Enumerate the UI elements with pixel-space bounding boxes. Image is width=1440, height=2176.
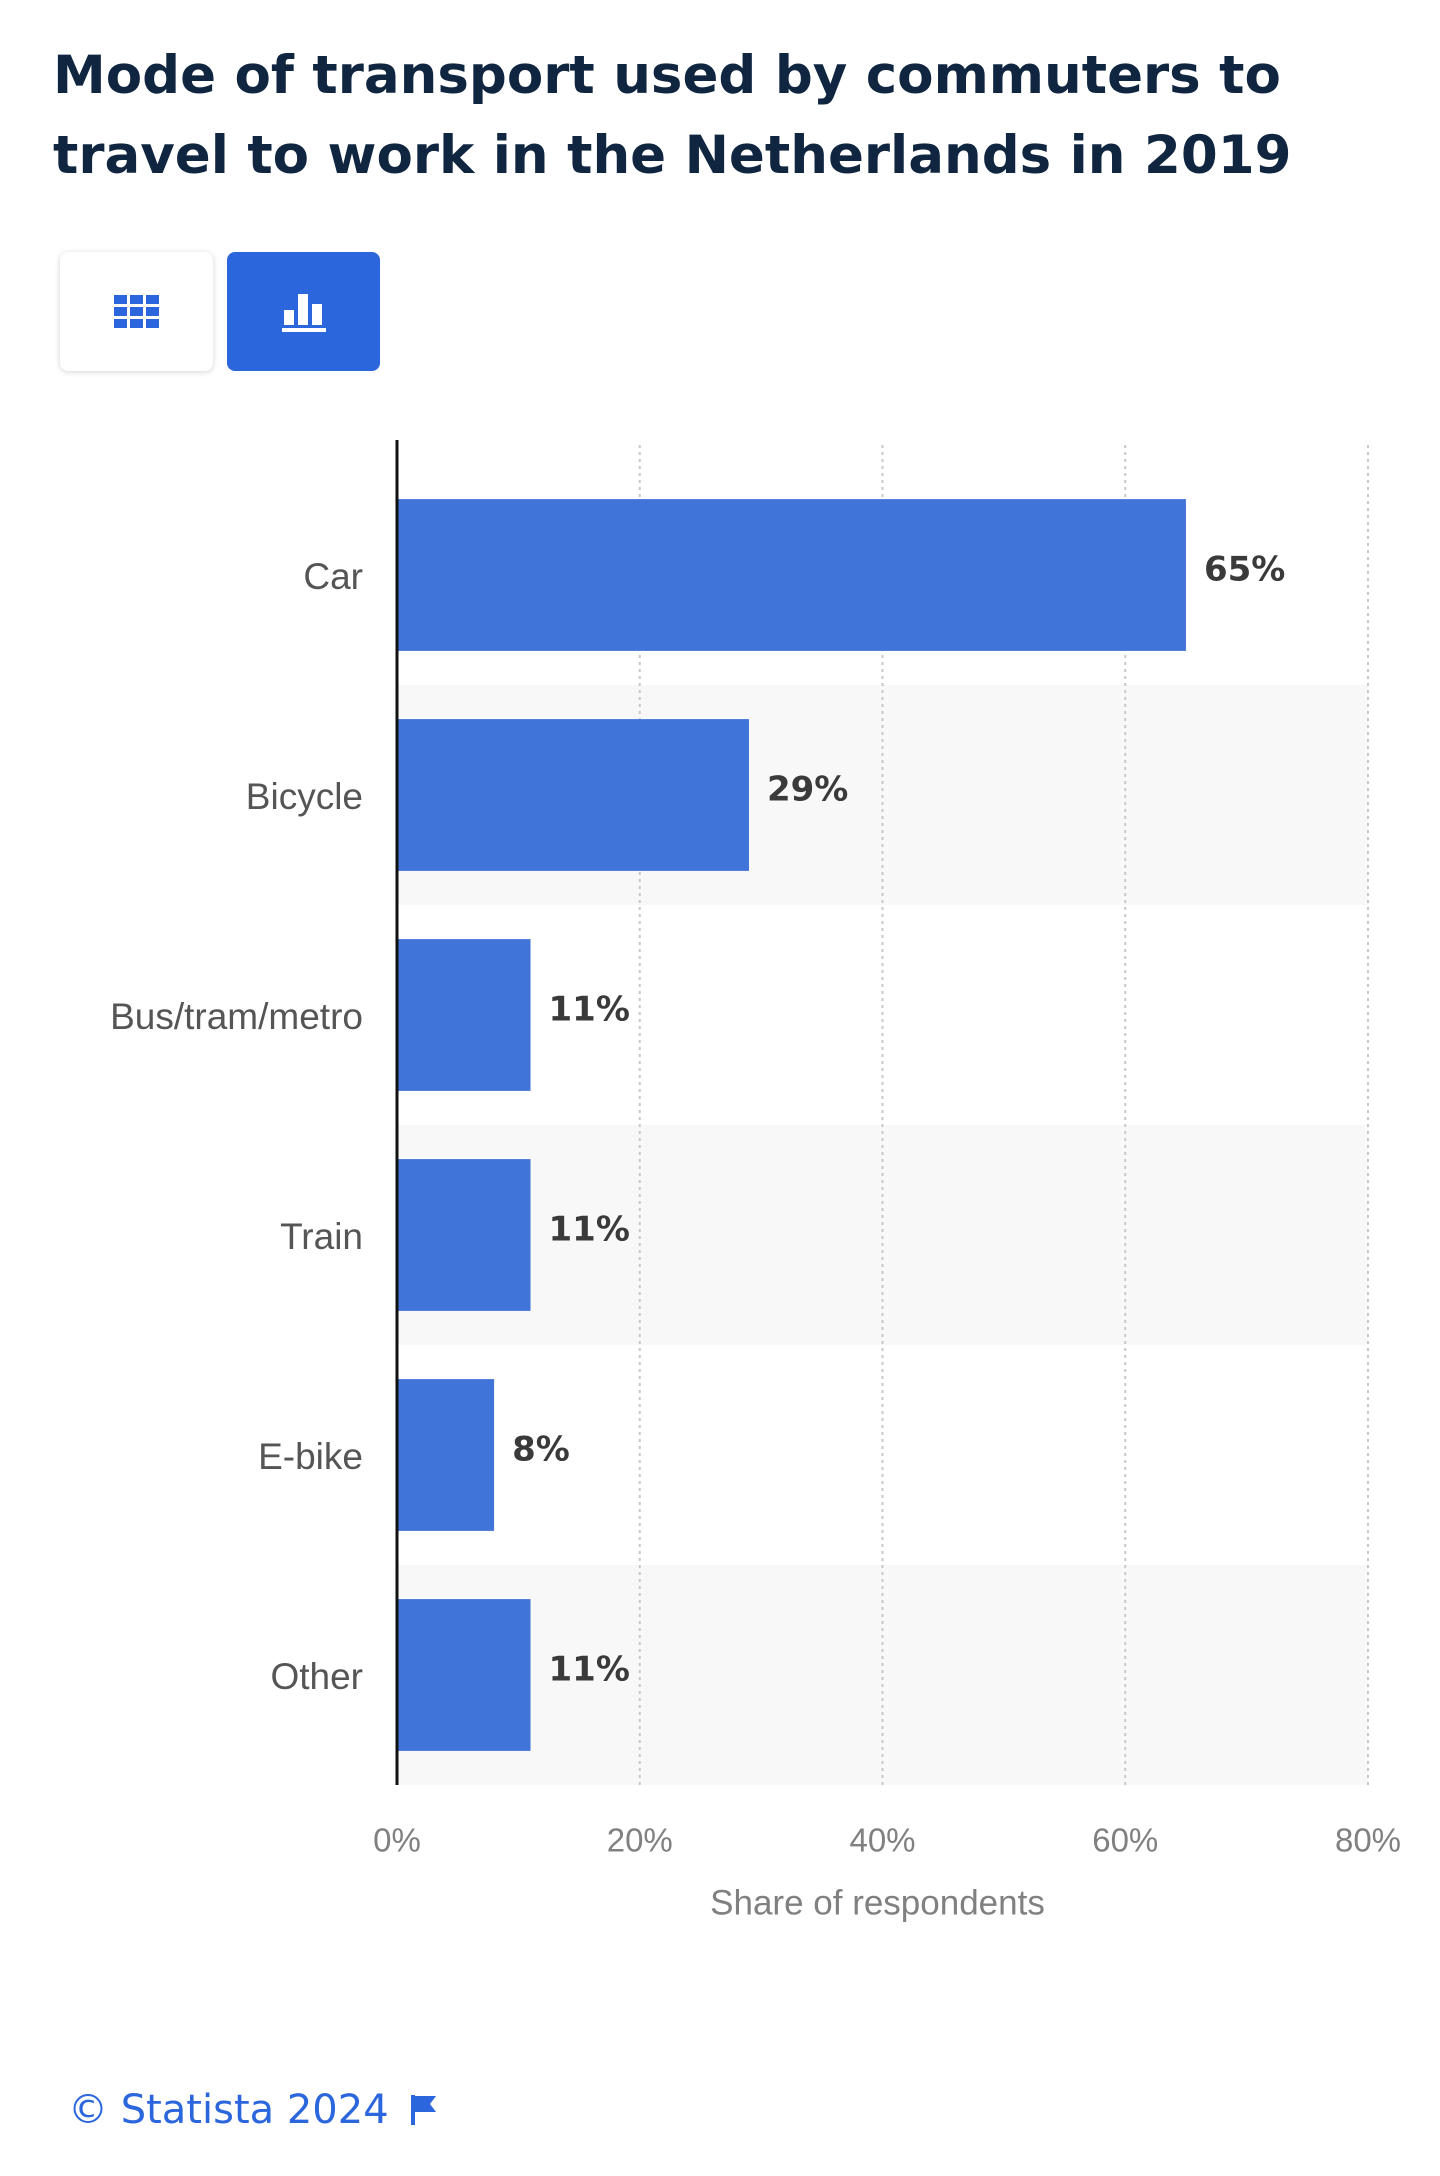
category-label: Bus/tram/metro	[110, 996, 363, 1037]
category-label: E-bike	[258, 1436, 363, 1477]
bar-other	[397, 1599, 531, 1751]
footer[interactable]: © Statista 2024	[68, 2080, 437, 2140]
category-label: Car	[303, 556, 363, 597]
x-axis-title: Share of respondents	[710, 1883, 1045, 1922]
value-label: 11%	[549, 990, 630, 1030]
value-label: 65%	[1204, 550, 1285, 590]
value-label: 8%	[512, 1430, 570, 1470]
x-tick-label: 0%	[373, 1822, 421, 1859]
grid-icon	[113, 294, 159, 328]
bar-bicycle	[397, 719, 749, 871]
chart-view-button[interactable]	[227, 252, 380, 371]
x-tick-label: 20%	[607, 1822, 673, 1859]
flag-icon	[410, 2095, 436, 2125]
category-label: Bicycle	[246, 776, 363, 817]
row-band	[397, 1565, 1368, 1785]
copyright-text: © Statista 2024	[68, 2087, 389, 2133]
value-label: 11%	[549, 1650, 630, 1690]
bar-train	[397, 1159, 531, 1311]
x-tick-label: 60%	[1092, 1822, 1158, 1859]
bar-chart-icon	[281, 293, 326, 332]
bar-e-bike	[397, 1379, 495, 1531]
bar-car	[397, 499, 1186, 651]
value-label: 11%	[549, 1210, 630, 1250]
bar-bus-tram-metro	[397, 939, 531, 1091]
category-label: Train	[280, 1216, 363, 1257]
x-tick-label: 40%	[849, 1822, 915, 1859]
value-label: 29%	[767, 770, 848, 810]
table-view-button[interactable]	[60, 252, 213, 371]
x-tick-label: 80%	[1335, 1822, 1401, 1859]
category-label: Other	[270, 1656, 363, 1697]
bar-chart: 65% Car 29% Bicycle 11% Bus/tram/metro 11% Trai…	[110, 440, 1401, 1922]
chart-title: Mode of transport used by commuters to t…	[53, 45, 1292, 186]
row-band	[397, 1125, 1368, 1345]
